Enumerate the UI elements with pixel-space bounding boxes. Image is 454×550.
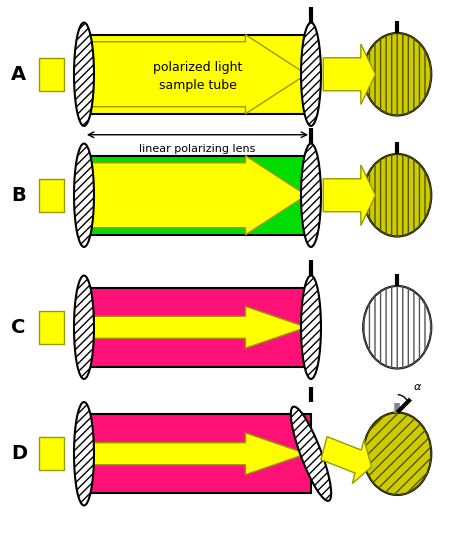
Bar — [39, 58, 64, 91]
Text: C: C — [11, 318, 26, 337]
Bar — [39, 311, 64, 344]
Polygon shape — [323, 44, 375, 104]
Bar — [39, 437, 64, 470]
Polygon shape — [89, 433, 306, 475]
Ellipse shape — [301, 144, 321, 247]
Polygon shape — [89, 35, 306, 114]
Polygon shape — [321, 437, 371, 483]
Text: polarized light: polarized light — [153, 61, 242, 74]
Bar — [39, 179, 64, 212]
Bar — [84, 414, 311, 493]
Ellipse shape — [74, 402, 94, 505]
Ellipse shape — [74, 23, 94, 126]
Text: A: A — [11, 65, 26, 84]
Circle shape — [363, 286, 431, 368]
Text: $\alpha$: $\alpha$ — [413, 382, 422, 392]
Text: sample tube: sample tube — [158, 79, 237, 92]
Ellipse shape — [74, 276, 94, 379]
Ellipse shape — [301, 23, 321, 126]
Text: B: B — [11, 186, 26, 205]
Polygon shape — [89, 156, 306, 235]
Ellipse shape — [74, 144, 94, 247]
Ellipse shape — [291, 406, 331, 501]
Bar — [84, 156, 311, 235]
Polygon shape — [89, 306, 306, 348]
Polygon shape — [323, 165, 375, 226]
Text: D: D — [11, 444, 28, 463]
Text: linear polarizing lens: linear polarizing lens — [139, 144, 256, 153]
Circle shape — [363, 154, 431, 236]
Circle shape — [363, 412, 431, 495]
Circle shape — [363, 33, 431, 116]
Bar — [84, 35, 311, 114]
Bar — [84, 288, 311, 367]
Ellipse shape — [301, 276, 321, 379]
